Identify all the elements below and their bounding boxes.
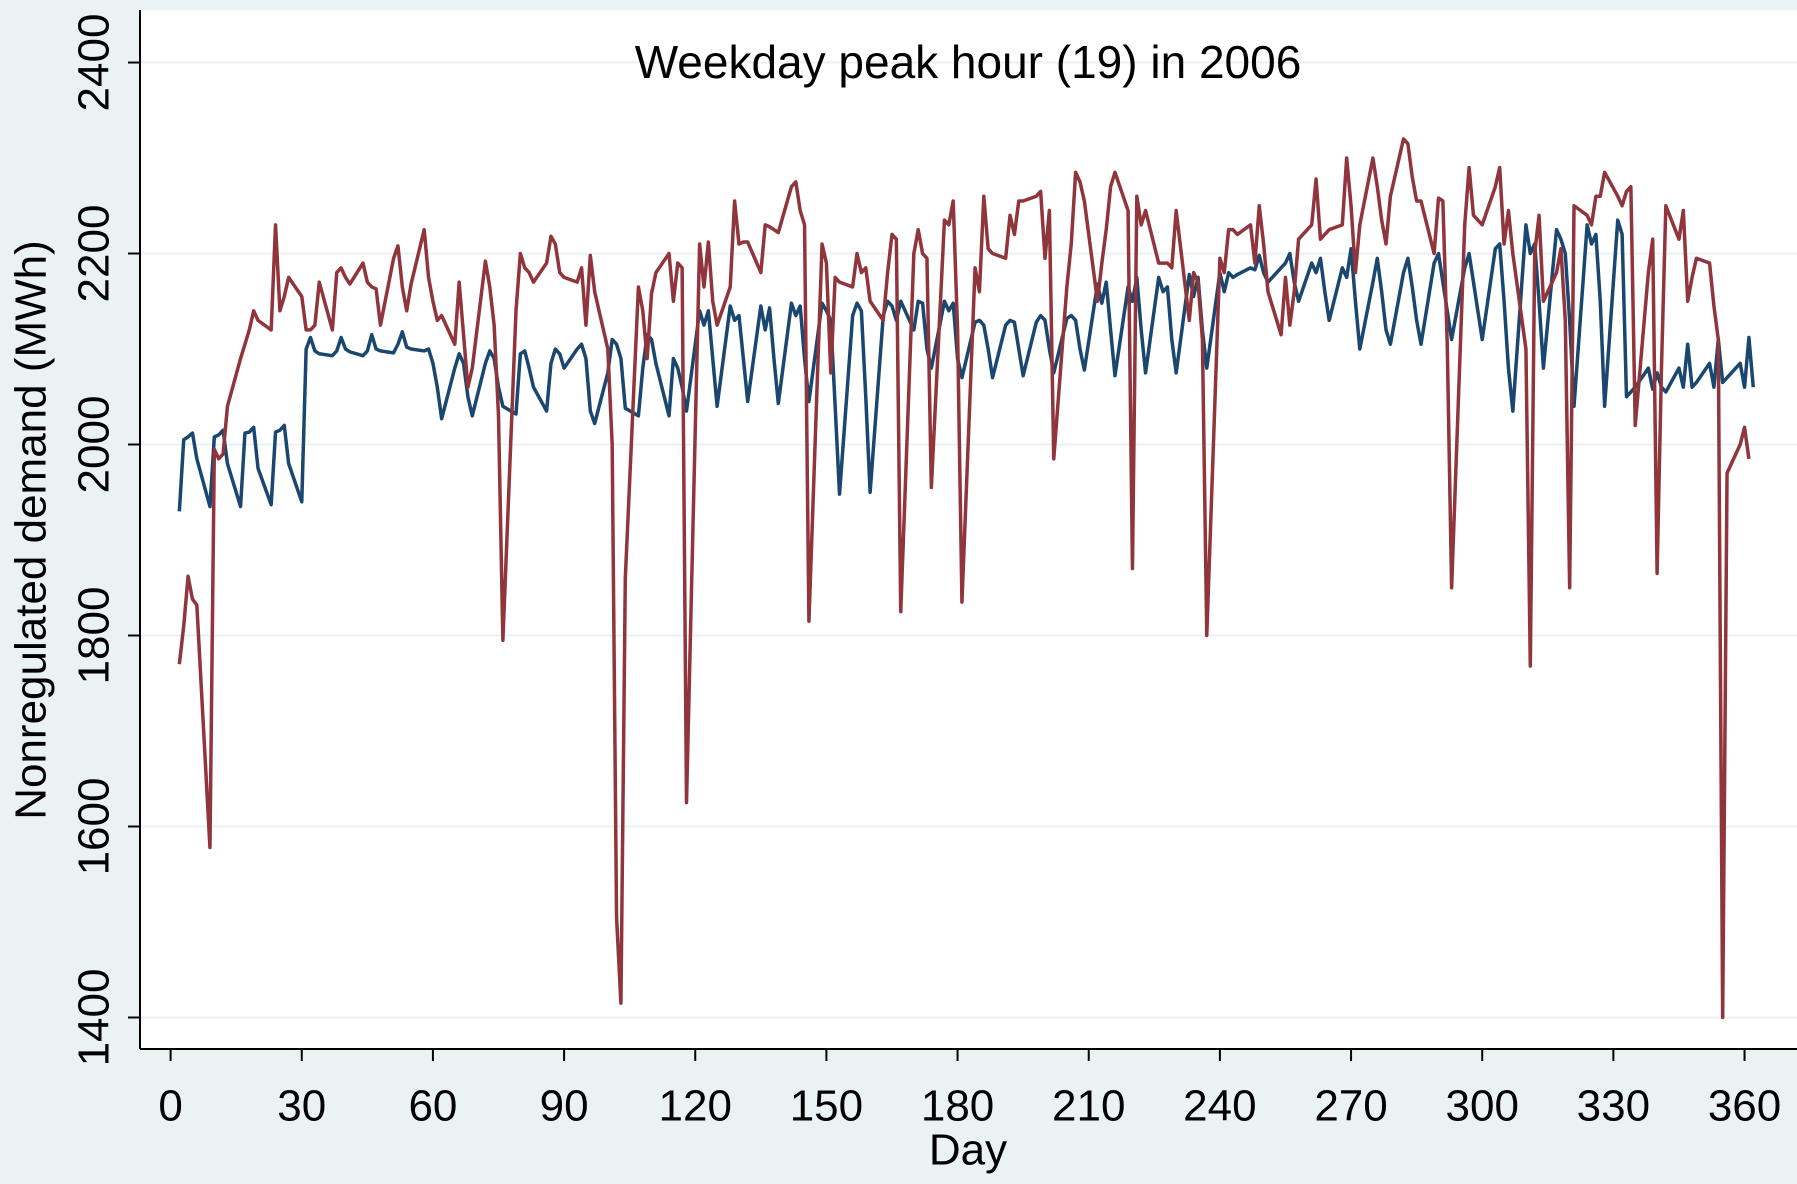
plot-area	[140, 10, 1797, 1049]
x-tick-label: 120	[659, 1082, 732, 1131]
y-axis-label: Nonregulated demand (MWh)	[7, 240, 56, 820]
y-tick-label: 2000	[70, 396, 119, 494]
x-tick-label: 300	[1446, 1082, 1519, 1131]
y-tick-label: 2400	[70, 14, 119, 112]
y-tick-label: 2200	[70, 205, 119, 303]
x-tick-label: 0	[158, 1082, 182, 1131]
x-tick-label: 150	[790, 1082, 863, 1131]
x-axis-label: Day	[929, 1126, 1007, 1175]
y-tick-label: 1600	[70, 778, 119, 876]
x-tick-label: 60	[408, 1082, 457, 1131]
y-tick-label: 1400	[70, 969, 119, 1067]
y-tick-label: 1800	[70, 587, 119, 685]
x-tick-label: 330	[1577, 1082, 1650, 1131]
x-tick-label: 30	[277, 1082, 326, 1131]
x-tick-label: 90	[540, 1082, 589, 1131]
x-tick-label: 180	[921, 1082, 994, 1131]
chart-title: Weekday peak hour (19) in 2006	[635, 36, 1302, 88]
x-tick-label: 360	[1708, 1082, 1781, 1131]
lines	[177, 137, 1756, 1020]
x-tick-label: 210	[1052, 1082, 1125, 1131]
x-tick-label: 270	[1314, 1082, 1387, 1131]
series-line	[177, 137, 1751, 1020]
x-tick-label: 240	[1183, 1082, 1256, 1131]
series-line	[177, 218, 1756, 512]
